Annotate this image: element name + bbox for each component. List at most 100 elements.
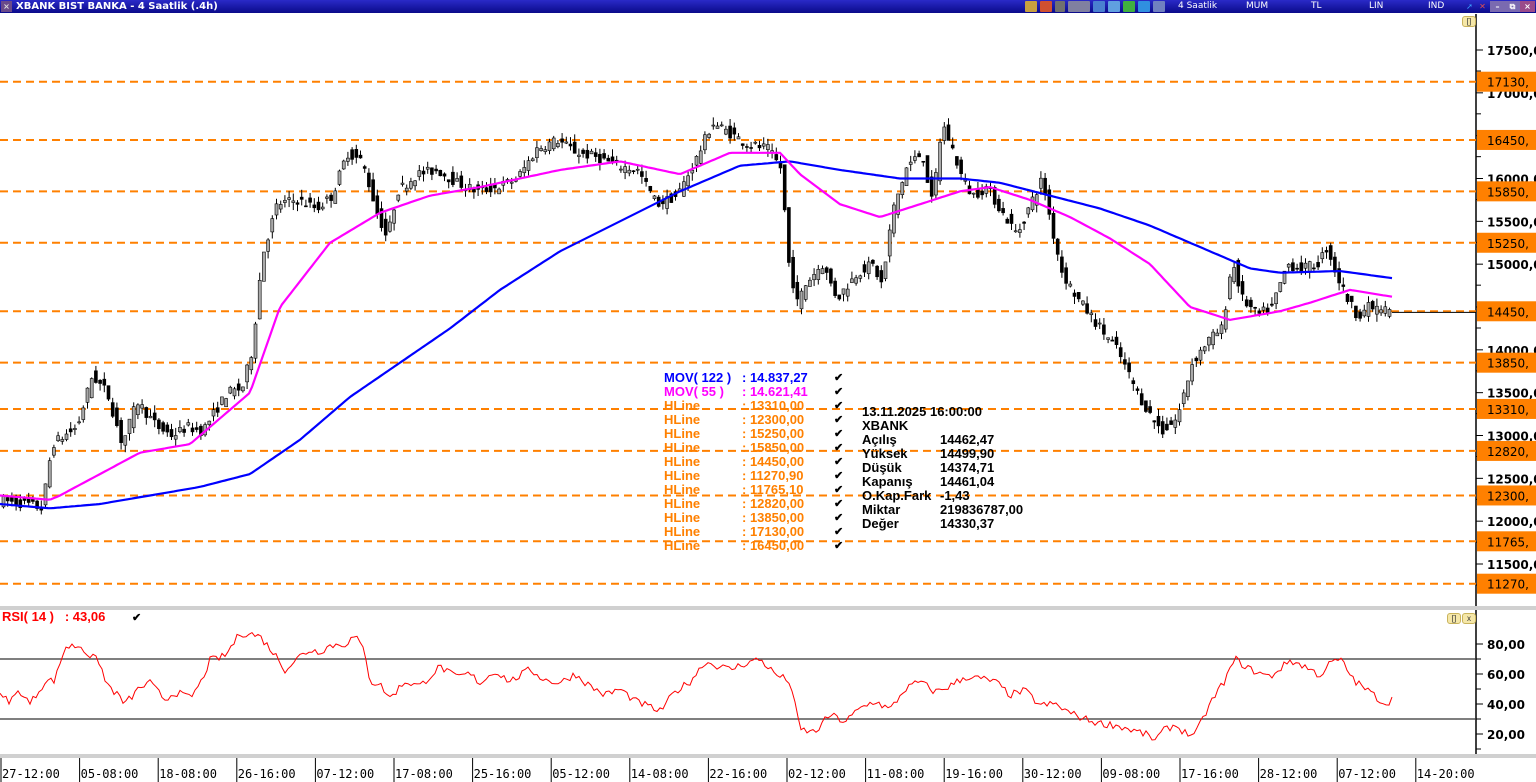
crosshair-icon[interactable]	[1138, 1, 1150, 12]
check-icon[interactable]: ✔	[834, 484, 844, 496]
info-key: Kapanış	[862, 474, 913, 489]
rsi-legend[interactable]: RSI( 14 ) : 43,06	[2, 610, 105, 624]
svg-text:05-12:00: 05-12:00	[552, 767, 610, 781]
info-row: O.Kap.Fark -1,43	[862, 489, 1023, 503]
info-key: Değer	[862, 516, 899, 531]
svg-text:80,00: 80,00	[1487, 638, 1525, 652]
check-icon[interactable]: ✔	[834, 428, 844, 440]
svg-text:19-16:00: 19-16:00	[945, 767, 1003, 781]
pencil-icon[interactable]	[1123, 1, 1135, 12]
info-row: Açılış 14462,47	[862, 433, 1023, 447]
svg-text:20,00: 20,00	[1487, 728, 1525, 742]
svg-text:05-08:00: 05-08:00	[81, 767, 139, 781]
ohlc-info-panel: 13.11.2025 16:00:00 XBANK Açılış 14462,47…	[862, 405, 1023, 531]
layout-icon[interactable]	[1025, 1, 1037, 12]
legend-hline[interactable]: HLine	[664, 398, 701, 413]
check-icon[interactable]: ✔	[834, 498, 844, 510]
legend-hline[interactable]: HLine	[664, 482, 701, 497]
info-key: Düşük	[862, 460, 902, 475]
rsi-close-button[interactable]: x	[1462, 613, 1476, 624]
check-icon[interactable]: ✔	[834, 442, 844, 454]
svg-text:15000,0: 15000,0	[1487, 258, 1536, 272]
svg-text:07-12:00: 07-12:00	[316, 767, 374, 781]
legend-hline-value: : 17130,00	[742, 524, 805, 539]
rsi-label: RSI( 14 )	[2, 609, 55, 624]
info-key: Açılış	[862, 432, 897, 447]
info-key: Miktar	[862, 502, 901, 517]
svg-text:40,00: 40,00	[1487, 698, 1525, 712]
legend-hline[interactable]: HLine	[664, 496, 701, 511]
check-icon[interactable]: ✔	[834, 456, 844, 468]
check-icon[interactable]: ✔	[834, 540, 844, 552]
legend-mov55-value: : 14.621,41	[742, 384, 808, 399]
close-chart-icon[interactable]: ×	[1, 1, 12, 12]
info-row: Kapanış 14461,04	[862, 475, 1023, 489]
legend-mov55[interactable]: MOV( 55 )	[664, 385, 724, 399]
info-value: 14499,90	[940, 446, 995, 461]
svg-text:13000,0: 13000,0	[1487, 430, 1536, 444]
svg-text:17500,0: 17500,0	[1487, 44, 1536, 58]
legend-hline-value: : 12820,00	[742, 496, 805, 511]
toggle-icon[interactable]	[1055, 1, 1065, 12]
svg-text:25-16:00: 25-16:00	[474, 767, 532, 781]
svg-text:11-08:00: 11-08:00	[867, 767, 925, 781]
svg-text:17-16:00: 17-16:00	[1181, 767, 1239, 781]
check-icon[interactable]: ✔	[834, 386, 844, 398]
close-icon[interactable]: ×	[1520, 1, 1535, 12]
svg-text:11500,0: 11500,0	[1487, 558, 1536, 572]
svg-text:22-16:00: 22-16:00	[709, 767, 767, 781]
legend-hline[interactable]: HLine	[664, 538, 701, 553]
menu-currency[interactable]: TL	[1311, 1, 1322, 11]
legend-hline[interactable]: HLine	[664, 454, 701, 469]
legend-hline[interactable]: HLine	[664, 412, 701, 427]
info-value: 14374,71	[940, 460, 995, 475]
info-value: 219836787,00	[940, 502, 1024, 517]
legend-hline[interactable]: HLine	[664, 426, 701, 441]
info-row: Düşük 14374,71	[862, 461, 1023, 475]
tools-icon[interactable]: ✕	[1479, 2, 1486, 11]
maximize-panel-button[interactable]: []	[1462, 16, 1476, 27]
legend-hline-value: : 12300,00	[742, 412, 805, 427]
legend-hline-value: : 16450,00	[742, 538, 805, 553]
minimize-icon[interactable]: –	[1490, 1, 1505, 12]
svg-text:15500,0: 15500,0	[1487, 215, 1536, 229]
chart-icon[interactable]	[1040, 1, 1052, 12]
legend-hline-value: : 15250,00	[742, 426, 805, 441]
info-value: 14330,37	[940, 516, 995, 531]
check-icon[interactable]: ✔	[834, 470, 844, 482]
menu-period[interactable]: 4 Saatlik	[1178, 1, 1218, 11]
legend-hline-value: : 13850,00	[742, 510, 805, 525]
legend-mov122[interactable]: MOV( 122 )	[664, 371, 731, 385]
forward-icon[interactable]	[1068, 1, 1090, 12]
check-icon[interactable]: ✔	[132, 612, 142, 624]
compare-icon[interactable]	[1108, 1, 1120, 12]
legend-hline[interactable]: HLine	[664, 440, 701, 455]
svg-text:18-08:00: 18-08:00	[159, 767, 217, 781]
table-icon[interactable]	[1093, 1, 1105, 12]
svg-text:60,00: 60,00	[1487, 668, 1525, 682]
svg-text:12500,0: 12500,0	[1487, 472, 1536, 486]
window-title: XBANK BIST BANKA - 4 Saatlik (.4h)	[16, 1, 218, 12]
legend-hline[interactable]: HLine	[664, 524, 701, 539]
menu-chart-type[interactable]: MUM	[1246, 1, 1269, 11]
zigzag-icon[interactable]	[1153, 1, 1165, 12]
check-icon[interactable]: ✔	[834, 526, 844, 538]
legend-hline-value: : 15850,00	[742, 440, 805, 455]
pin-icon[interactable]: ➚	[1466, 2, 1473, 11]
info-key: O.Kap.Fark	[862, 488, 932, 503]
menu-indicators[interactable]: IND	[1428, 1, 1445, 11]
window-titlebar: × XBANK BIST BANKA - 4 Saatlik (.4h) 4 S…	[0, 0, 1536, 13]
check-icon[interactable]: ✔	[834, 400, 844, 412]
legend-hline-value: : 11270,90	[742, 468, 804, 483]
legend-hline[interactable]: HLine	[664, 510, 701, 525]
check-icon[interactable]: ✔	[834, 372, 844, 384]
check-icon[interactable]: ✔	[834, 414, 844, 426]
check-icon[interactable]: ✔	[834, 512, 844, 524]
svg-text:14-08:00: 14-08:00	[631, 767, 689, 781]
rsi-maximize-button[interactable]: []	[1447, 613, 1461, 624]
menu-scale[interactable]: LIN	[1369, 1, 1384, 11]
restore-icon[interactable]: ⧉	[1505, 1, 1520, 12]
legend-hline[interactable]: HLine	[664, 468, 701, 483]
legend-hline-value: : 14450,00	[742, 454, 805, 469]
